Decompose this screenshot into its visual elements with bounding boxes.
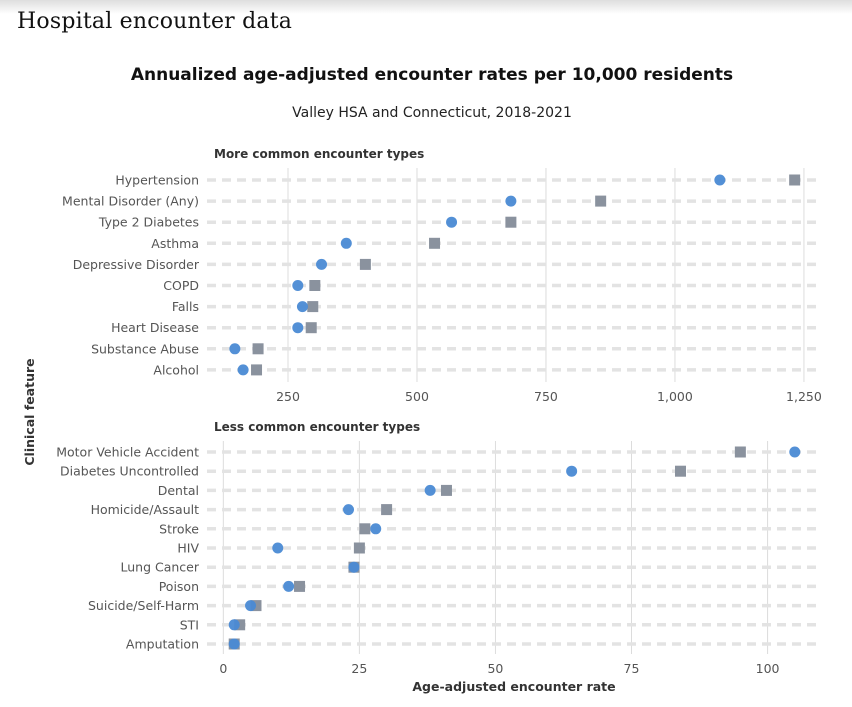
point-connecticut bbox=[595, 195, 607, 207]
chart-subtitle: Valley HSA and Connecticut, 2018-2021 bbox=[292, 105, 572, 121]
point-connecticut bbox=[789, 174, 801, 186]
point-valley-hsa bbox=[505, 195, 517, 207]
chart-title: Annualized age-adjusted encounter rates … bbox=[131, 65, 733, 85]
category-label: Motor Vehicle Accident bbox=[56, 445, 199, 460]
point-connecticut bbox=[309, 280, 321, 291]
point-valley-hsa bbox=[237, 364, 249, 376]
point-valley-hsa bbox=[424, 484, 436, 496]
category-label: Falls bbox=[172, 299, 199, 314]
point-connecticut bbox=[359, 523, 371, 535]
point-connecticut bbox=[251, 364, 263, 376]
x-tick-label: 750 bbox=[534, 389, 558, 404]
point-valley-hsa bbox=[343, 504, 355, 516]
point-connecticut bbox=[307, 301, 319, 313]
x-tick-label: 1,250 bbox=[786, 389, 822, 404]
category-label: Type 2 Diabetes bbox=[98, 215, 199, 230]
point-valley-hsa bbox=[228, 638, 240, 650]
point-valley-hsa bbox=[789, 446, 801, 458]
category-label: Substance Abuse bbox=[91, 341, 199, 356]
y-axis-label: Clinical feature bbox=[22, 358, 37, 465]
x-tick-label: 50 bbox=[487, 661, 503, 676]
point-valley-hsa bbox=[296, 301, 308, 313]
point-connecticut bbox=[353, 542, 365, 554]
page-title: Hospital encounter data bbox=[17, 9, 293, 34]
point-connecticut bbox=[674, 465, 686, 477]
point-valley-hsa bbox=[316, 258, 328, 270]
category-label: Amputation bbox=[126, 637, 199, 652]
category-label: Poison bbox=[159, 579, 199, 594]
x-tick-label: 75 bbox=[624, 661, 640, 676]
category-label: HIV bbox=[177, 541, 199, 556]
panel-2: Less common encounter types 0 25 50 75 100 Mot… bbox=[56, 420, 822, 676]
point-connecticut bbox=[429, 237, 441, 249]
point-connecticut bbox=[734, 446, 746, 458]
point-connecticut bbox=[505, 216, 517, 228]
category-label: Dental bbox=[158, 483, 199, 498]
category-label: Suicide/Self-Harm bbox=[88, 598, 199, 613]
point-connecticut bbox=[359, 258, 371, 270]
category-label: Homicide/Assault bbox=[91, 502, 200, 517]
x-tick-label: 250 bbox=[276, 389, 300, 404]
point-valley-hsa bbox=[228, 619, 240, 631]
panel-title: Less common encounter types bbox=[214, 420, 420, 434]
category-label: Asthma bbox=[151, 236, 199, 251]
category-label: Mental Disorder (Any) bbox=[62, 194, 199, 209]
point-valley-hsa bbox=[292, 322, 304, 334]
point-connecticut bbox=[294, 580, 306, 592]
point-valley-hsa bbox=[292, 280, 304, 291]
category-label: Heart Disease bbox=[111, 320, 199, 335]
point-valley-hsa bbox=[714, 174, 726, 186]
category-label: STI bbox=[180, 617, 199, 632]
panel-title: More common encounter types bbox=[214, 147, 424, 161]
point-connecticut bbox=[305, 322, 317, 334]
point-valley-hsa bbox=[272, 542, 284, 554]
point-valley-hsa bbox=[340, 237, 352, 249]
category-label: Depressive Disorder bbox=[73, 257, 200, 272]
point-valley-hsa bbox=[283, 580, 295, 592]
point-valley-hsa bbox=[446, 216, 458, 228]
category-label: Hypertension bbox=[115, 173, 199, 188]
x-tick-label: 0 bbox=[219, 661, 227, 676]
x-tick-label: 100 bbox=[756, 661, 780, 676]
point-valley-hsa bbox=[370, 523, 382, 535]
category-label: Lung Cancer bbox=[120, 560, 199, 575]
point-connecticut bbox=[381, 504, 393, 516]
point-valley-hsa bbox=[348, 561, 360, 573]
x-tick-label: 25 bbox=[351, 661, 367, 676]
panel-1: More common encounter types 250 500 750 1,00… bbox=[62, 147, 822, 404]
x-tick-label: 1,000 bbox=[657, 389, 693, 404]
category-label: COPD bbox=[163, 278, 199, 293]
category-label: Diabetes Uncontrolled bbox=[60, 464, 199, 479]
point-valley-hsa bbox=[245, 600, 257, 612]
point-valley-hsa bbox=[229, 343, 241, 355]
category-label: Stroke bbox=[159, 521, 199, 536]
x-tick-label: 500 bbox=[405, 389, 429, 404]
point-connecticut bbox=[252, 343, 264, 355]
point-valley-hsa bbox=[566, 465, 578, 477]
category-label: Alcohol bbox=[153, 362, 199, 377]
point-connecticut bbox=[440, 484, 452, 496]
top-shade bbox=[0, 0, 852, 14]
x-axis-label: Age-adjusted encounter rate bbox=[412, 679, 615, 694]
